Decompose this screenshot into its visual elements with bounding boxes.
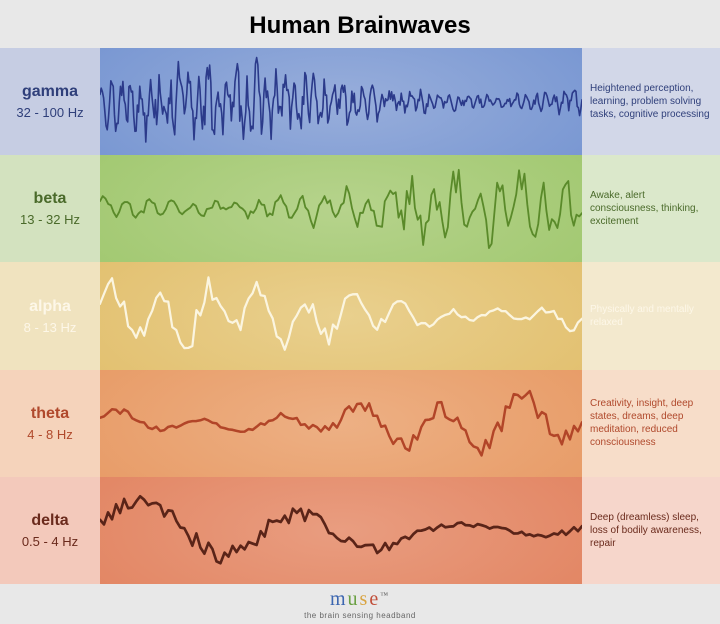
wave-description: Creativity, insight, deep states, dreams… [582, 370, 720, 477]
footer: muse™ the brain sensing headband [0, 584, 720, 624]
wave-name: gamma [22, 83, 78, 101]
wave-description: Deep (dreamless) sleep, loss of bodily a… [582, 477, 720, 584]
wave-description: Physically and mentally relaxed [582, 262, 720, 369]
wave-row-alpha: alpha 8 - 13 Hz Physically and mentally re… [0, 262, 720, 369]
brainwave-infographic: Human Brainwaves gamma 32 - 100 Hz Heighte… [0, 0, 720, 624]
wave-name: beta [34, 190, 67, 208]
wave-label-col: gamma 32 - 100 Hz [0, 48, 100, 155]
wave-plot [100, 370, 582, 477]
wave-label-col: theta 4 - 8 Hz [0, 370, 100, 477]
wave-name: delta [31, 512, 68, 530]
wave-freq: 32 - 100 Hz [16, 105, 83, 120]
wave-row-gamma: gamma 32 - 100 Hz Heightened perception, l… [0, 48, 720, 155]
wave-rows: gamma 32 - 100 Hz Heightened perception, l… [0, 48, 720, 584]
brand-logo: muse™ [330, 588, 390, 611]
wave-plot [100, 262, 582, 369]
wave-description: Heightened perception, learning, problem… [582, 48, 720, 155]
wave-name: alpha [29, 298, 71, 316]
wave-path [100, 170, 582, 248]
wave-row-theta: theta 4 - 8 Hz Creativity, insight, deep s… [0, 370, 720, 477]
wave-path [100, 278, 582, 350]
wave-description: Awake, alert consciousness, thinking, ex… [582, 155, 720, 262]
wave-freq: 13 - 32 Hz [20, 212, 80, 227]
page-title: Human Brainwaves [0, 0, 720, 48]
wave-label-col: alpha 8 - 13 Hz [0, 262, 100, 369]
wave-label-col: beta 13 - 32 Hz [0, 155, 100, 262]
trademark: ™ [380, 590, 390, 599]
wave-freq: 8 - 13 Hz [24, 320, 77, 335]
wave-label-col: delta 0.5 - 4 Hz [0, 477, 100, 584]
wave-path [100, 391, 582, 455]
wave-plot [100, 477, 582, 584]
brand-tagline: the brain sensing headband [304, 611, 416, 620]
wave-plot [100, 155, 582, 262]
wave-freq: 0.5 - 4 Hz [22, 534, 78, 549]
wave-freq: 4 - 8 Hz [27, 427, 73, 442]
wave-row-beta: beta 13 - 32 Hz Awake, alert consciousness… [0, 155, 720, 262]
wave-plot [100, 48, 582, 155]
wave-path [100, 496, 582, 563]
wave-name: theta [31, 405, 69, 423]
wave-path [100, 58, 582, 142]
wave-row-delta: delta 0.5 - 4 Hz Deep (dreamless) sleep, l… [0, 477, 720, 584]
